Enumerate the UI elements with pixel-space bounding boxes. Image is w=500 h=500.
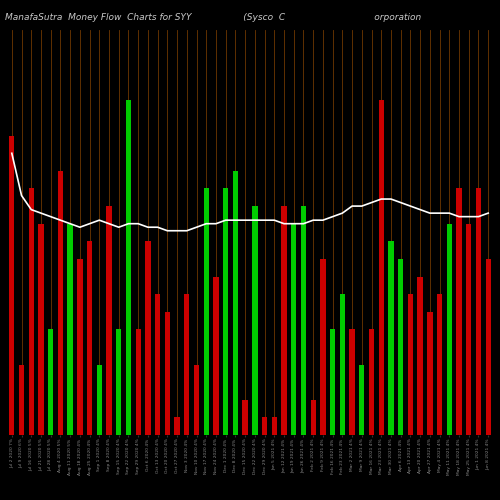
Bar: [282, 206, 286, 435]
Bar: [272, 418, 277, 435]
Bar: [301, 206, 306, 435]
Bar: [369, 330, 374, 435]
Bar: [9, 136, 15, 435]
Bar: [242, 400, 248, 435]
Bar: [340, 294, 345, 435]
Bar: [68, 224, 73, 435]
Bar: [19, 364, 24, 435]
Bar: [145, 242, 150, 435]
Bar: [184, 294, 190, 435]
Bar: [476, 188, 481, 435]
Bar: [232, 171, 238, 435]
Bar: [126, 100, 131, 435]
Text: ManafaSutra  Money Flow  Charts for SYY                  (Sysco  C              : ManafaSutra Money Flow Charts for SYY (S…: [5, 12, 421, 22]
Bar: [388, 242, 394, 435]
Bar: [291, 224, 296, 435]
Bar: [418, 276, 423, 435]
Bar: [214, 276, 218, 435]
Bar: [164, 312, 170, 435]
Bar: [87, 242, 92, 435]
Bar: [116, 330, 121, 435]
Bar: [174, 418, 180, 435]
Bar: [48, 330, 54, 435]
Bar: [106, 206, 112, 435]
Bar: [456, 188, 462, 435]
Bar: [194, 364, 199, 435]
Bar: [58, 171, 63, 435]
Bar: [96, 364, 102, 435]
Bar: [466, 224, 471, 435]
Bar: [427, 312, 432, 435]
Bar: [136, 330, 141, 435]
Bar: [408, 294, 413, 435]
Bar: [486, 259, 491, 435]
Bar: [262, 418, 268, 435]
Bar: [437, 294, 442, 435]
Bar: [350, 330, 355, 435]
Bar: [204, 188, 209, 435]
Bar: [310, 400, 316, 435]
Bar: [446, 224, 452, 435]
Bar: [38, 224, 44, 435]
Bar: [330, 330, 336, 435]
Bar: [378, 100, 384, 435]
Bar: [28, 188, 34, 435]
Bar: [252, 206, 258, 435]
Bar: [398, 259, 404, 435]
Bar: [155, 294, 160, 435]
Bar: [320, 259, 326, 435]
Bar: [77, 259, 82, 435]
Bar: [359, 364, 364, 435]
Bar: [223, 188, 228, 435]
